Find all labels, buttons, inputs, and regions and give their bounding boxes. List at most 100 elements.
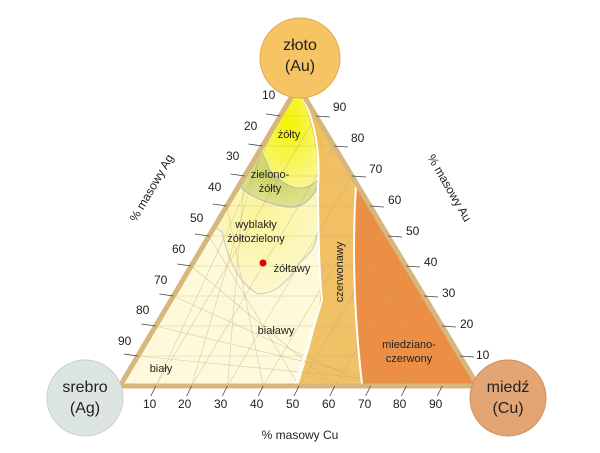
tick-mark [141,323,156,327]
tick-mark [248,143,263,147]
region-zoltawy [120,226,320,386]
tick-mark [230,173,245,177]
vertex-silver: srebro (Ag) [46,359,124,437]
au-tick-60: 60 [388,193,402,207]
ag-tick-20: 20 [244,119,258,133]
label-wyblakly-line1: wyblakły [234,219,277,231]
tick-mark [441,325,457,328]
tick-mark [315,115,331,118]
label-czerwonawy: czerwonawy [334,241,346,302]
ag-tick-60: 60 [172,242,186,256]
ag-tick-40: 40 [208,180,222,194]
grid-line [191,265,335,387]
grid-line [227,175,353,387]
label-zielonozolty-line1: zielono- [251,169,290,181]
boundary-czerwonawy-right [353,185,363,385]
tick-mark [177,263,192,267]
label-zielonozolty-line2: żółty [259,183,282,195]
ag-tick-80: 80 [136,303,150,317]
tick-mark [405,265,421,268]
au-tick-10: 10 [476,348,490,362]
silver-circle [46,359,124,437]
tick-marks [123,113,475,397]
cu-tick-60: 60 [322,397,336,411]
composition-point [259,259,267,267]
grid-line [334,265,407,387]
cu-tick-70: 70 [358,397,372,411]
tick-mark [212,203,227,207]
tick-mark [186,385,192,397]
ag-axis-title: % masowy Ag [127,152,177,224]
ag-tick-90: 90 [118,334,132,348]
cu-ticks: 10 20 30 40 50 60 70 80 90 [143,397,443,411]
label-miedziano-line1: miedziano- [382,339,436,351]
au-tick-70: 70 [369,162,383,176]
tick-mark [365,385,371,397]
cu-tick-80: 80 [393,397,407,411]
grid-line [137,355,443,387]
au-tick-30: 30 [442,286,456,300]
tick-mark [436,385,443,397]
grid-line [208,235,300,387]
tick-mark [194,233,210,237]
tick-mark [369,205,385,208]
tick-mark [333,145,349,148]
copper-symbol: (Cu) [492,400,523,417]
gold-name: złoto [283,37,317,54]
cu-tick-10: 10 [143,397,157,411]
cu-tick-90: 90 [429,397,443,411]
au-ticks: 90 80 70 60 50 40 30 20 10 [333,100,490,362]
copper-name: miedź [487,379,530,396]
ag-tick-50: 50 [190,211,204,225]
label-bialy: biały [150,363,173,375]
copper-circle [469,359,547,437]
tick-mark [159,293,174,297]
grid-line [155,325,407,387]
au-tick-90: 90 [333,100,347,114]
cu-tick-20: 20 [178,397,192,411]
label-bialawy: białawy [258,325,295,337]
tick-mark [222,385,228,397]
au-axis-title: % masowy Au [425,152,475,224]
label-wyblakly-line2: żółtozielony [227,233,285,245]
tick-mark [150,385,157,397]
tick-mark [351,175,367,178]
grid-line [298,235,389,387]
cu-tick-50: 50 [286,397,300,411]
tick-mark [401,385,407,397]
ag-ticks: 10 20 30 40 50 60 70 80 90 [118,88,276,348]
tick-mark [257,385,264,397]
boundary-czerwonawy-left [295,87,324,385]
cu-tick-30: 30 [214,397,228,411]
ag-tick-30: 30 [226,149,240,163]
tick-mark [329,385,336,397]
tick-mark [387,235,403,238]
tick-mark [293,385,300,397]
tick-mark [423,295,439,298]
grid-line [173,295,371,387]
silver-name: srebro [62,379,107,396]
au-tick-50: 50 [406,224,420,238]
tick-mark [459,355,475,358]
gold-symbol: (Au) [285,58,315,75]
ag-tick-10: 10 [262,88,276,102]
grid-line [370,295,425,387]
au-tick-80: 80 [351,131,365,145]
label-zolty: żółty [278,129,301,141]
gold-circle [259,17,341,99]
vertex-gold: złoto (Au) [259,17,341,99]
au-tick-20: 20 [460,317,474,331]
cu-tick-40: 40 [250,397,264,411]
vertex-copper: miedź (Cu) [469,359,547,437]
cu-axis-title: % masowy Cu [262,428,339,442]
grid-line [406,325,443,387]
label-zoltawy: żółtawy [274,263,311,275]
grid-line [441,355,461,387]
tick-mark [123,353,138,357]
tick-mark [266,113,281,117]
label-miedziano-line2: czerwony [386,353,433,365]
au-tick-40: 40 [424,255,438,269]
silver-symbol: (Ag) [70,400,100,417]
ag-tick-70: 70 [154,273,168,287]
